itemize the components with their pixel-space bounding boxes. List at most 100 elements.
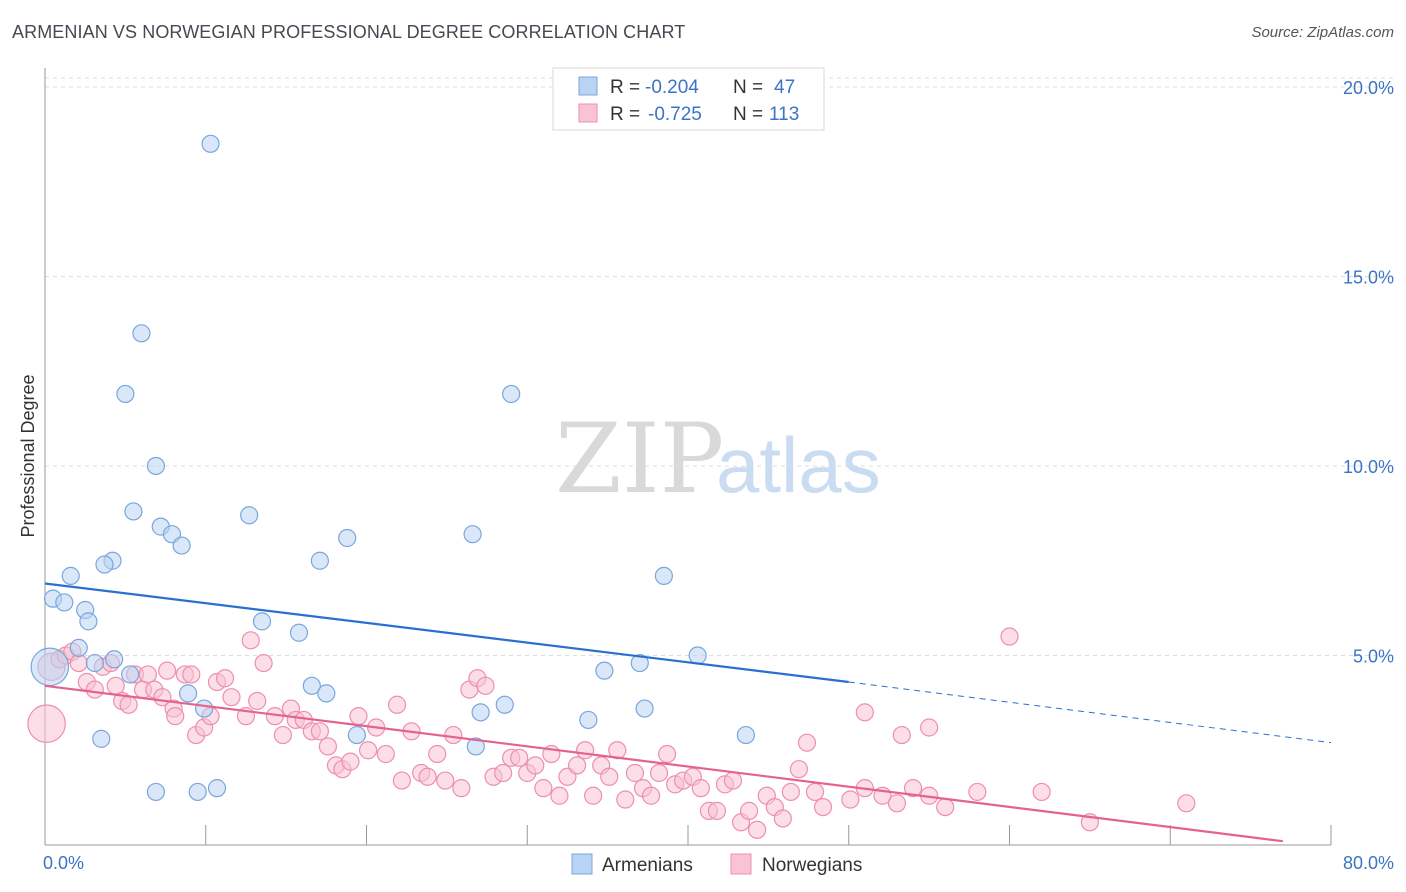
bottom-legend-norwegians: Norwegians — [762, 855, 862, 876]
norwegian-point — [318, 737, 338, 756]
norwegian-point — [182, 665, 201, 684]
norwegian-point — [550, 786, 569, 805]
norwegian-point — [27, 704, 66, 744]
armenian-point — [630, 653, 649, 673]
armenian-point — [466, 737, 485, 756]
norwegian-point — [376, 744, 395, 764]
norwegian-point — [444, 725, 463, 745]
norwegian-point — [903, 779, 923, 798]
norwegian-point — [649, 763, 669, 783]
norwegian-point — [748, 820, 767, 839]
legend-swatch-armenians — [578, 76, 598, 96]
legend-swatch-norwegians — [578, 103, 598, 123]
armenian-point — [61, 566, 80, 585]
legend-r-label-norwegians: R = — [610, 104, 640, 125]
norwegian-point — [452, 779, 471, 798]
armenian-point — [338, 528, 357, 548]
legend-r-value-norwegians: -0.725 — [648, 104, 702, 125]
norwegian-point — [494, 763, 513, 783]
norwegian-point — [85, 680, 104, 699]
norwegian-point — [119, 695, 138, 714]
armenian-point — [55, 593, 74, 612]
bottom-legend-swatch-norwegians — [730, 853, 752, 875]
norwegian-point — [855, 703, 874, 722]
armenian-point — [207, 779, 227, 798]
legend-r-value-armenians: -0.204 — [645, 77, 699, 98]
armenian-point — [347, 725, 366, 745]
norwegian-point — [418, 767, 437, 786]
y-axis-title: Professional Degree — [18, 374, 38, 537]
norwegian-point — [428, 744, 447, 764]
norwegian-point — [576, 741, 595, 760]
norwegian-point — [789, 760, 809, 779]
norwegian-point — [936, 797, 955, 817]
norwegian-point — [968, 782, 987, 802]
norwegian-point — [1177, 794, 1196, 813]
armenian-point — [302, 676, 321, 695]
armenian-point — [195, 699, 214, 718]
x-ticks — [44, 825, 1332, 845]
armenian-point — [172, 536, 191, 555]
norwegian-point — [892, 725, 911, 745]
norwegian-point — [625, 763, 645, 783]
armenian-point — [495, 695, 514, 714]
legend-n-label-norwegians: N = — [733, 104, 763, 125]
norwegian-point — [534, 779, 553, 798]
watermark-atlas: atlas — [716, 421, 881, 509]
armenian-trend-line — [44, 582, 849, 684]
norwegian-point — [567, 756, 587, 775]
norwegian-point — [707, 801, 727, 820]
armenian-point — [463, 525, 482, 544]
source-label: Source: ZipAtlas.com — [1251, 24, 1394, 41]
norwegian-point — [248, 691, 267, 711]
norwegian-points — [27, 627, 1196, 839]
bottom-legend: Armenians Norwegians — [571, 853, 862, 876]
armenian-point — [85, 653, 104, 673]
bottom-legend-swatch-armenians — [571, 853, 593, 875]
armenian-point — [132, 324, 151, 343]
y-tick-label-10: 10.0% — [1343, 457, 1394, 477]
trend-lines — [44, 582, 1332, 843]
armenian-point — [124, 502, 143, 521]
norwegian-point — [359, 741, 378, 760]
norwegian-point — [841, 790, 860, 809]
norwegian-point — [476, 676, 495, 695]
norwegian-point — [158, 661, 177, 680]
armenian-point — [736, 725, 755, 745]
norwegian-point — [387, 695, 407, 714]
norwegian-point — [166, 707, 185, 726]
armenian-point — [595, 661, 614, 680]
bottom-legend-armenians: Armenians — [602, 855, 693, 876]
grid-lines — [45, 77, 1394, 656]
armenian-trend-extension — [848, 681, 1332, 744]
legend-r-label-armenians: R = — [610, 77, 640, 98]
armenian-point — [79, 612, 98, 631]
armenian-point — [240, 506, 259, 525]
norwegian-point — [106, 676, 125, 695]
norwegian-point — [436, 771, 455, 790]
norwegian-trend-line — [44, 684, 1283, 843]
legend: R = -0.204 N = 47 R = -0.725 N = 113 — [552, 67, 825, 131]
norwegian-point — [341, 752, 360, 771]
armenian-point — [289, 623, 309, 642]
armenian-point — [635, 699, 654, 718]
norwegian-point — [215, 669, 235, 688]
armenian-point — [252, 612, 272, 631]
armenian-point — [310, 551, 329, 570]
norwegian-point — [723, 771, 743, 790]
norwegian-point — [138, 665, 157, 684]
armenian-point — [201, 134, 220, 153]
armenian-point — [178, 684, 198, 703]
armenian-point — [121, 665, 140, 684]
norwegian-point — [797, 733, 817, 752]
norwegian-point — [920, 718, 939, 737]
norwegian-point — [526, 756, 545, 775]
armenian-point — [188, 782, 207, 802]
armenian-point — [579, 710, 598, 730]
armenian-point — [69, 638, 88, 658]
x-tick-label-max: 80.0% — [1343, 853, 1394, 873]
armenian-point — [30, 647, 70, 687]
norwegian-point — [1032, 782, 1051, 802]
armenian-point — [95, 555, 114, 574]
norwegian-point — [241, 631, 260, 650]
